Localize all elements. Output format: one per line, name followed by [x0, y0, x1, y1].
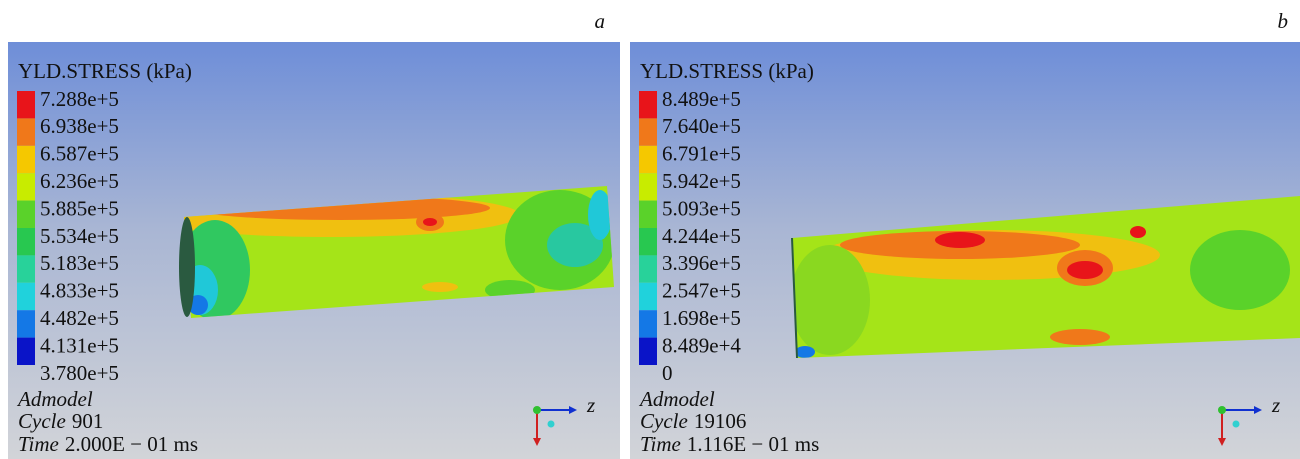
model-name: Admodel: [638, 387, 715, 411]
legend-value: 6.791e+5: [662, 142, 741, 166]
panel-label: a: [595, 9, 606, 33]
time-value: 1.116E − 01 ms: [687, 432, 819, 456]
legend-value: 4.482e+5: [40, 306, 119, 330]
legend-swatch: [639, 200, 657, 228]
time-label: Time: [18, 432, 59, 456]
legend-title: YLD.STRESS (kPa): [640, 59, 814, 83]
legend-swatch: [17, 173, 35, 201]
legend-swatch: [639, 282, 657, 311]
cylinder-end: [791, 237, 798, 359]
time-label: Time: [640, 432, 681, 456]
axis-label: z: [586, 393, 595, 417]
legend-value: 5.885e+5: [40, 196, 119, 220]
model-name: Admodel: [16, 387, 93, 411]
legend-value: 6.938e+5: [40, 114, 119, 138]
time-value: 2.000E − 01 ms: [65, 432, 198, 456]
legend-swatch: [17, 145, 35, 174]
legend-swatch: [17, 255, 35, 283]
cycle-value: 901: [72, 409, 104, 433]
cycle-label: Cycle: [640, 409, 688, 433]
legend-swatch: [17, 91, 35, 119]
legend-swatch: [639, 255, 657, 283]
legend-swatch: [17, 337, 35, 365]
legend-swatch: [17, 118, 35, 146]
legend-value: 5.183e+5: [40, 251, 119, 275]
axis-dot: [547, 420, 555, 428]
legend-swatch: [17, 310, 35, 338]
axis-arrowhead: [533, 438, 541, 446]
legend-value: 4.244e+5: [662, 224, 741, 248]
legend-value: 5.534e+5: [40, 224, 119, 248]
legend-title: YLD.STRESS (kPa): [18, 59, 192, 83]
panel-label: b: [1278, 9, 1289, 33]
axis-dot: [1232, 420, 1240, 428]
legend-swatch: [639, 337, 657, 365]
cycle-value: 19106: [694, 409, 747, 433]
legend-swatch: [639, 173, 657, 201]
legend-swatch: [639, 91, 657, 119]
axis-origin: [533, 406, 541, 414]
legend-value: 5.093e+5: [662, 196, 741, 220]
legend-value: 3.780e+5: [40, 361, 119, 385]
legend-swatch: [17, 282, 35, 311]
legend-value: 6.587e+5: [40, 142, 119, 166]
legend-value: 2.547e+5: [662, 279, 741, 303]
contour-plot: [792, 196, 1300, 358]
legend-value: 1.698e+5: [662, 306, 741, 330]
axis-origin: [1218, 406, 1226, 414]
legend-swatch: [17, 228, 35, 256]
legend-swatch: [639, 145, 657, 174]
legend-swatch: [17, 200, 35, 228]
axis-arrowhead: [1254, 406, 1262, 414]
legend-value: 4.131e+5: [40, 333, 119, 357]
legend-value: 0: [662, 361, 673, 385]
cycle-label: Cycle: [18, 409, 66, 433]
axis-label: z: [1271, 393, 1280, 417]
legend-value: 7.640e+5: [662, 114, 741, 138]
legend-value: 6.236e+5: [40, 169, 119, 193]
axis-arrowhead: [1218, 438, 1226, 446]
legend-swatch: [639, 118, 657, 146]
legend-value: 8.489e+4: [662, 333, 741, 357]
cylinder-end: [179, 217, 195, 317]
legend-value: 8.489e+5: [662, 87, 741, 111]
legend-value: 4.833e+5: [40, 279, 119, 303]
legend-swatch: [639, 228, 657, 256]
legend-value: 7.288e+5: [40, 87, 119, 111]
legend-value: 5.942e+5: [662, 169, 741, 193]
axis-arrowhead: [569, 406, 577, 414]
legend-value: 3.396e+5: [662, 251, 741, 275]
legend-swatch: [639, 310, 657, 338]
